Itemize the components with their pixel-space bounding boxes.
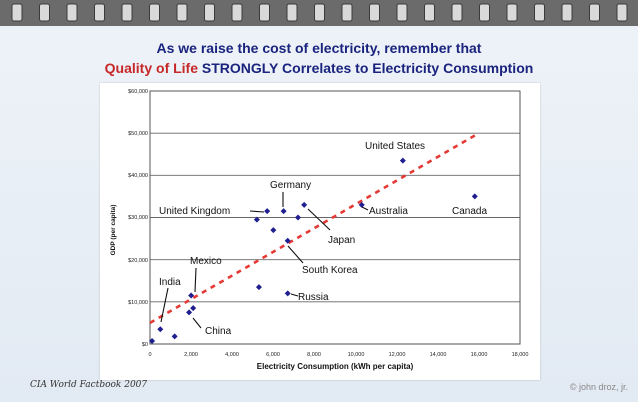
label-germany: Germany <box>270 180 311 191</box>
label-russia: Russia <box>298 292 329 303</box>
spiral-ring <box>341 3 353 22</box>
spiral-ring <box>589 3 600 22</box>
title-line-1: As we raise the cost of electricity, rem… <box>156 40 482 56</box>
trendline <box>149 132 480 325</box>
x-tick-label: 18,000 <box>512 352 529 358</box>
x-tick-label: 6,000 <box>266 352 280 358</box>
x-tick-label: 16,000 <box>471 352 488 358</box>
spiral-ring <box>286 3 298 22</box>
label-india: India <box>159 277 181 288</box>
arrow-russia <box>290 293 299 297</box>
plot-frame <box>149 90 521 345</box>
title-rest: STRONGLY Correlates to Electricity Consu… <box>198 60 534 76</box>
label-mexico: Mexico <box>190 256 222 267</box>
x-tick-label: 8,000 <box>307 352 321 358</box>
spiral-ring <box>66 3 78 22</box>
spiral-ring <box>534 3 545 22</box>
data-point <box>149 338 156 345</box>
title-highlight: Quality of Life <box>104 60 199 76</box>
y-tick-label: $40,000 <box>128 173 148 179</box>
spiral-ring <box>616 3 628 22</box>
label-canada: Canada <box>452 206 487 217</box>
y-tick-label: $30,000 <box>128 215 148 221</box>
y-tick-label: $50,000 <box>128 131 148 137</box>
data-point <box>264 208 271 215</box>
title-line-2: Quality of Life STRONGLY Correlates to E… <box>0 58 638 78</box>
arrow-japan <box>307 208 331 231</box>
spiral-ring <box>149 3 160 22</box>
data-point <box>399 157 406 164</box>
spiral-ring <box>396 3 408 22</box>
data-point <box>253 216 260 223</box>
x-tick-label: 4,000 <box>225 352 239 358</box>
arrow-australia <box>361 206 369 211</box>
spiral-ring <box>176 3 188 22</box>
data-point <box>284 237 291 244</box>
arrow-china <box>192 317 202 329</box>
data-point <box>190 305 197 312</box>
chart-panel <box>100 83 540 380</box>
spiral-ring <box>11 3 23 22</box>
data-point <box>157 326 164 333</box>
data-point <box>284 290 291 297</box>
y-axis-label: GDP (per capita) <box>110 205 117 256</box>
data-point <box>171 333 178 340</box>
arrows <box>160 192 369 329</box>
label-united-states: United States <box>365 141 425 152</box>
spiral-ring <box>561 3 573 22</box>
x-tick-label: 2,000 <box>184 352 198 358</box>
label-united-kingdom: United Kingdom <box>159 206 230 217</box>
y-tick-label: $10,000 <box>128 300 148 306</box>
spiral-ring <box>204 3 215 22</box>
label-australia: Australia <box>369 206 408 217</box>
data-point <box>358 201 365 208</box>
x-tick-label: 12,000 <box>389 352 406 358</box>
spiral-ring <box>231 3 243 22</box>
x-axis-label: Electricity Consumption (kWh per capita) <box>257 362 414 371</box>
x-tick-label: 14,000 <box>430 352 447 358</box>
data-point <box>188 292 195 299</box>
label-south-korea: South Korea <box>302 265 358 276</box>
spiral-binding <box>0 0 638 26</box>
spiral-ring <box>451 3 463 22</box>
x-tick-labels: 0 2,000 4,000 6,000 8,000 10,000 12,000 … <box>148 352 528 358</box>
arrow-india <box>160 287 169 323</box>
y-tick-label: $60,000 <box>128 89 148 95</box>
spiral-ring <box>369 3 380 22</box>
credit-note: © john droz, jr. <box>569 382 628 392</box>
spiral-ring <box>424 3 435 22</box>
y-tick-label: $20,000 <box>128 258 148 264</box>
label-china: China <box>205 326 232 337</box>
spiral-ring <box>121 3 133 22</box>
x-tick-label: 10,000 <box>348 352 365 358</box>
data-point <box>295 214 301 221</box>
y-tick-label: $0 <box>142 342 148 348</box>
data-point <box>280 208 287 215</box>
arrow-united-kingdom <box>249 210 265 213</box>
country-labels: United States Germany United Kingdom Aus… <box>159 141 487 337</box>
data-point <box>270 227 277 234</box>
y-tick-labels: $0 $10,000 $20,000 $30,000 $40,000 $50,0… <box>128 89 148 348</box>
spiral-ring <box>479 3 490 22</box>
data-point <box>301 201 308 208</box>
slide-title: As we raise the cost of electricity, rem… <box>0 38 638 78</box>
spiral-ring <box>94 3 105 22</box>
spiral-ring <box>39 3 50 22</box>
arrow-mexico <box>194 267 197 293</box>
data-point <box>471 193 478 200</box>
spiral-ring <box>314 3 325 22</box>
arrow-south-korea <box>287 245 304 264</box>
x-tick-label: 0 <box>148 352 151 358</box>
spiral-ring <box>506 3 518 22</box>
data-point <box>186 309 193 316</box>
data-point <box>255 284 262 291</box>
spiral-ring <box>259 3 270 22</box>
data-points <box>149 157 478 345</box>
source-note: CIA World Factbook 2007 <box>30 380 148 390</box>
label-japan: Japan <box>328 235 355 246</box>
